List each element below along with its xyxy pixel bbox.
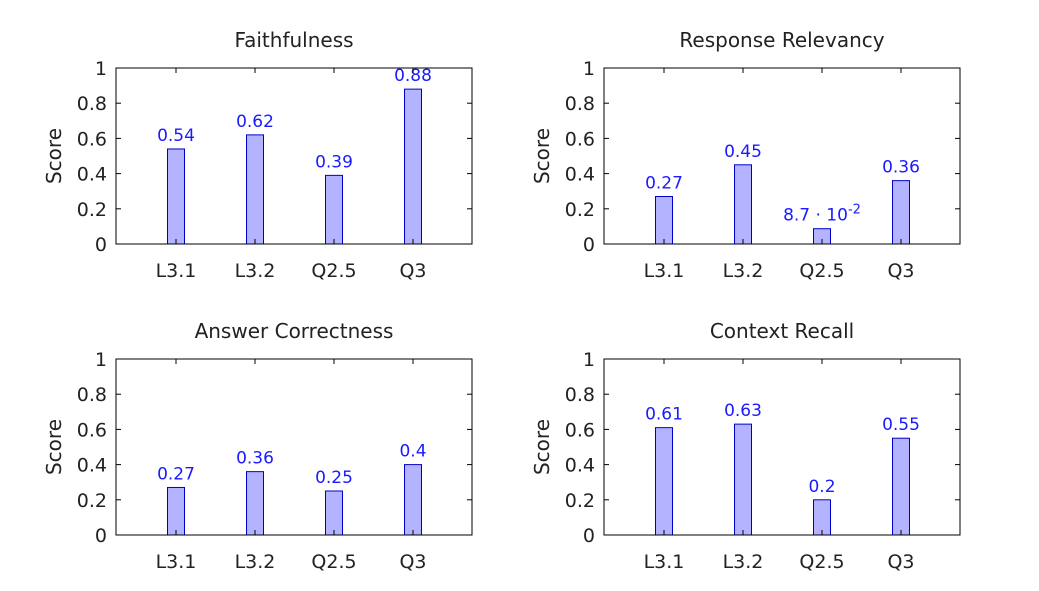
bar xyxy=(167,486,185,536)
x-tick-label: L3.1 xyxy=(156,260,197,282)
data-label: 0.36 xyxy=(236,449,274,469)
x-tick-label: L3.2 xyxy=(723,551,764,573)
data-label: 0.61 xyxy=(645,405,683,425)
bar xyxy=(813,499,831,536)
data-label: 0.4 xyxy=(399,442,426,462)
chart-panel-3: Answer Correctness Score 0 0.2 0.4 0.6 0.8 1 0.2… xyxy=(42,319,473,573)
data-label: 0.25 xyxy=(315,468,353,488)
data-label: 0.63 xyxy=(724,401,762,421)
x-tick-label: Q3 xyxy=(887,260,914,282)
y-tick-label: 0.8 xyxy=(565,93,595,115)
chart-panel-4: Context Recall Score 0 0.2 0.4 0.6 0.8 1 0.61 L3.… xyxy=(530,319,961,573)
y-tick-label: 1 xyxy=(583,349,595,371)
data-label: 0.27 xyxy=(645,173,683,193)
y-tick-label: 0.6 xyxy=(77,128,107,150)
y-tick-label: 1 xyxy=(95,58,107,80)
plot-frame xyxy=(603,358,961,536)
y-tick-label: 1 xyxy=(95,349,107,371)
y-tick-label: 0.8 xyxy=(565,384,595,406)
bar xyxy=(325,490,343,536)
y-tick-label: 0.2 xyxy=(565,490,595,512)
data-label: 0.88 xyxy=(394,66,432,86)
y-tick-label: 0 xyxy=(95,234,107,256)
data-label: 0.27 xyxy=(157,464,195,484)
x-tick-label: Q2.5 xyxy=(799,260,844,282)
x-tick-label: Q2.5 xyxy=(311,551,356,573)
data-label: 0.2 xyxy=(808,477,835,497)
chart-panel-2: Response Relevancy Score 0 0.2 0.4 0.6 0.8 1 0.2… xyxy=(530,28,961,282)
y-tick-label: 0.4 xyxy=(77,455,107,477)
chart-title: Faithfulness xyxy=(234,28,353,52)
bar xyxy=(167,148,185,245)
y-tick-label: 0.6 xyxy=(565,128,595,150)
y-tick-label: 0.8 xyxy=(77,384,107,406)
y-tick-label: 0.2 xyxy=(77,490,107,512)
chart-title: Context Recall xyxy=(710,319,854,343)
bar xyxy=(325,174,343,245)
chart-panel-1: Faithfulness Score 0 0.2 0.4 0.6 0.8 1 0.54 L3.1 0… xyxy=(42,28,473,282)
plot-frame xyxy=(115,67,473,245)
y-tick-label: 0.4 xyxy=(565,164,595,186)
x-tick-label: Q2.5 xyxy=(311,260,356,282)
x-tick-label: Q3 xyxy=(887,551,914,573)
y-tick-label: 0 xyxy=(583,234,595,256)
bar xyxy=(734,164,752,245)
x-tick-label: L3.1 xyxy=(644,260,685,282)
y-tick-label: 0.8 xyxy=(77,93,107,115)
x-tick-label: L3.1 xyxy=(156,551,197,573)
x-tick-label: L3.2 xyxy=(235,551,276,573)
x-tick-label: L3.2 xyxy=(723,260,764,282)
y-axis-label: Score xyxy=(42,128,66,184)
y-tick-label: 0.2 xyxy=(77,199,107,221)
bar xyxy=(655,195,673,245)
x-tick-label: Q3 xyxy=(399,260,426,282)
x-tick-label: Q3 xyxy=(399,551,426,573)
data-label: 0.62 xyxy=(236,112,274,132)
y-tick-label: 0.6 xyxy=(77,419,107,441)
bar xyxy=(404,88,422,245)
bar xyxy=(734,423,752,536)
y-axis-label: Score xyxy=(42,419,66,475)
bar xyxy=(655,427,673,536)
plot-frame xyxy=(603,67,961,245)
bar xyxy=(246,134,264,245)
y-tick-label: 0.6 xyxy=(565,419,595,441)
chart-title: Answer Correctness xyxy=(195,319,394,343)
x-tick-label: L3.2 xyxy=(235,260,276,282)
x-tick-label: Q2.5 xyxy=(799,551,844,573)
data-label: 0.54 xyxy=(157,126,195,146)
bar xyxy=(892,180,910,245)
y-tick-label: 0.2 xyxy=(565,199,595,221)
data-label: 0.55 xyxy=(882,415,920,435)
y-tick-label: 0.4 xyxy=(565,455,595,477)
bar xyxy=(246,471,264,536)
data-label: 0.36 xyxy=(882,158,920,178)
data-label: 0.45 xyxy=(724,142,762,162)
y-tick-label: 1 xyxy=(583,58,595,80)
bar xyxy=(404,464,422,536)
y-axis-label: Score xyxy=(530,128,554,184)
chart-title: Response Relevancy xyxy=(679,28,884,52)
bar xyxy=(892,437,910,536)
x-tick-label: L3.1 xyxy=(644,551,685,573)
data-label: 8.7 · 10-2 xyxy=(783,203,861,226)
data-label: 0.39 xyxy=(315,152,353,172)
y-axis-label: Score xyxy=(530,419,554,475)
y-tick-label: 0 xyxy=(95,525,107,547)
plot-frame xyxy=(115,358,473,536)
y-tick-label: 0.4 xyxy=(77,164,107,186)
y-tick-label: 0 xyxy=(583,525,595,547)
